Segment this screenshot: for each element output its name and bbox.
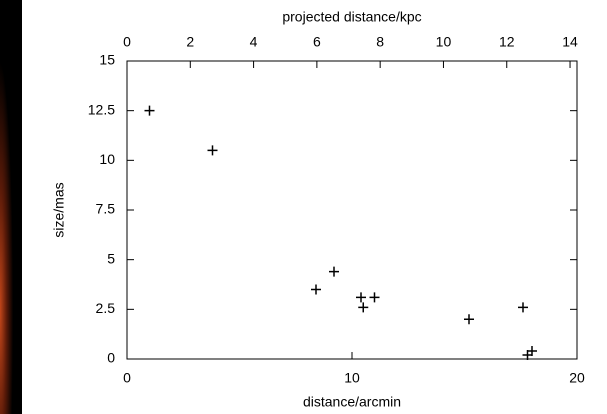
x2-tick-label: 14 [562,34,578,50]
x2-tick-label: 2 [186,34,194,50]
point [311,284,321,295]
galaxy-edge [0,0,22,414]
x2-tick-label: 0 [123,34,131,50]
point [356,292,366,303]
point [144,105,155,116]
point [358,302,369,313]
point [522,350,533,361]
plot-canvas [22,0,607,414]
point [464,314,474,325]
x2-tick-label: 12 [499,34,515,50]
y-tick-label: 7.5 [96,201,116,217]
y-axis-label: size/mas [51,182,67,237]
point [207,145,218,156]
x2-tick-label: 4 [250,34,258,50]
y-tick-label: 12.5 [88,101,115,117]
y-tick-label: 2.5 [96,300,116,316]
y-tick-label: 15 [99,52,115,68]
y-tick-label: 10 [99,151,115,167]
x2-tick-label: 8 [376,34,384,50]
x2-tick-label: 10 [436,34,452,50]
point [329,266,339,277]
x-tick-label: 10 [344,370,360,386]
x-tick-label: 20 [569,370,585,386]
point [369,292,380,303]
x2-axis-label: projected distance/kpc [282,9,421,25]
x-axis-label: distance/arcmin [303,394,401,410]
point [518,302,528,313]
y-tick-label: 0 [107,350,115,366]
y-tick-label: 5 [107,250,115,266]
x-tick-label: 0 [123,370,131,386]
x2-tick-label: 6 [313,34,321,50]
